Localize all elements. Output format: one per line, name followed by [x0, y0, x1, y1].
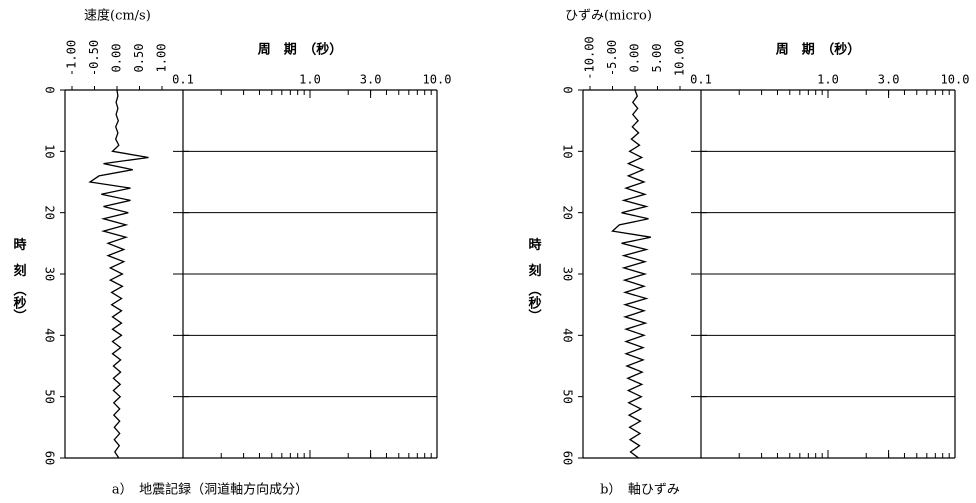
period-tick-label: 0.1 [690, 73, 712, 87]
time-axis-label: 時 刻 （秒） [526, 237, 543, 322]
period-tick-label: 3.0 [878, 73, 900, 87]
x-tick-label: 10.00 [673, 40, 687, 76]
x-tick-label: 0.50 [132, 44, 146, 73]
y-tick-label: 10 [43, 144, 57, 158]
y-tick-label: 0 [43, 86, 57, 93]
period-tick-label: 10.0 [941, 73, 970, 87]
x-tick-label: -5.00 [605, 40, 619, 76]
period-tick-label: 10.0 [423, 73, 452, 87]
y-tick-label: 20 [561, 205, 575, 219]
waveform [88, 89, 149, 459]
period-axis-label: 周 期 （秒） [776, 42, 861, 58]
y-tick-label: 50 [561, 389, 575, 403]
x-tick-label: 0.00 [110, 44, 124, 73]
x-tick-label: 1.00 [155, 44, 169, 73]
x-tick-label: 5.00 [650, 44, 664, 73]
y-tick-label: 50 [43, 389, 57, 403]
y-tick-label: 40 [43, 328, 57, 342]
period-tick-label: 1.0 [817, 73, 839, 87]
y-tick-label: 60 [561, 451, 575, 465]
period-tick-label: 1.0 [299, 73, 321, 87]
waveform [611, 89, 651, 459]
x-tick-label: -0.50 [87, 40, 101, 76]
period-tick-label: 0.1 [172, 73, 194, 87]
period-axis-label: 周 期 （秒） [258, 42, 343, 58]
y-tick-label: 30 [43, 267, 57, 281]
caption: a） 地震記録（洞道軸方向成分） [112, 482, 308, 498]
y-tick-label: 20 [43, 205, 57, 219]
y-tick-label: 30 [561, 267, 575, 281]
caption: b） 軸ひずみ [600, 483, 680, 498]
time-axis-label: 時 刻 （秒） [11, 237, 28, 322]
x-tick-label: 0.00 [628, 44, 642, 73]
y-tick-label: 40 [561, 328, 575, 342]
period-tick-label: 3.0 [360, 73, 382, 87]
y-tick-label: 60 [43, 451, 57, 465]
chart-title: 速度(cm/s) [84, 8, 151, 24]
y-tick-label: 0 [561, 86, 575, 93]
x-tick-label: -10.00 [583, 36, 597, 79]
y-tick-label: 10 [561, 144, 575, 158]
x-tick-label: -1.00 [65, 40, 79, 76]
chart-title: ひずみ(micro) [565, 9, 652, 24]
